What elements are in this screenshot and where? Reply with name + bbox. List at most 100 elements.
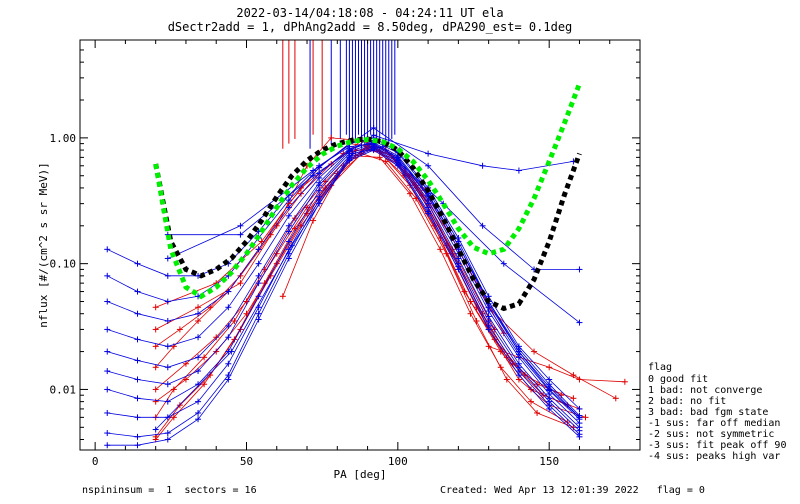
point-blue-14-6 — [285, 212, 292, 219]
y-tick-label-0: 0.01 — [50, 383, 77, 396]
point-blue-14-4 — [225, 304, 232, 311]
point-red-5-14 — [582, 414, 589, 421]
point-red-6-12 — [497, 364, 504, 371]
point-blue-16-0 — [104, 368, 111, 375]
legend-title: flag — [648, 362, 672, 373]
point-blue-14-15 — [546, 381, 553, 388]
point-blue-16-3 — [195, 368, 202, 375]
point-blue-23-3 — [349, 150, 356, 157]
point-red-0-12 — [503, 376, 510, 383]
legend-item-6: -3 sus: fit peak off 90 — [648, 440, 786, 451]
point-red-6-10 — [437, 246, 444, 253]
point-red-3-0 — [152, 364, 159, 371]
point-blue-20-2 — [164, 436, 171, 443]
x-axis: 0 50 100 150 — [92, 40, 611, 468]
series-blue-19 — [107, 148, 580, 438]
point-blue-15-4 — [225, 322, 232, 329]
point-red-2-1 — [182, 360, 189, 367]
point-blue-13-0 — [104, 298, 111, 305]
point-red-10-3 — [576, 376, 583, 383]
point-blue-15-1 — [134, 357, 141, 364]
point-blue-20-10 — [394, 162, 401, 169]
point-blue-13-4 — [225, 288, 232, 295]
series-red-7 — [155, 137, 496, 330]
point-blue-16-1 — [134, 376, 141, 383]
point-red-8-2 — [258, 238, 265, 245]
point-red-9-0 — [279, 293, 286, 300]
point-blue-19-3 — [195, 409, 202, 416]
legend-item-5: -2 sus: not symmetric — [648, 429, 774, 440]
point-red-4-1 — [176, 326, 183, 333]
point-red-8-0 — [152, 304, 159, 311]
point-red-9-8 — [531, 348, 538, 355]
point-blue-14-14 — [515, 345, 522, 352]
series-blue-18 — [107, 146, 580, 431]
point-blue-11-1 — [134, 260, 141, 267]
point-blue-17-1 — [134, 395, 141, 402]
series-red-0 — [155, 153, 574, 438]
point-blue-21-2 — [310, 172, 317, 179]
point-blue-13-1 — [134, 310, 141, 317]
series-blue-15 — [107, 143, 580, 420]
point-red-4-14 — [570, 395, 577, 402]
point-blue-16-5 — [255, 280, 262, 287]
point-blue-13-3 — [195, 310, 202, 317]
point-red-7-2 — [237, 280, 244, 287]
legend-item-3: 3 bad: bad fgm state — [648, 407, 768, 418]
point-red-1-3 — [231, 318, 238, 325]
point-blue-15-3 — [195, 354, 202, 361]
point-blue-17-12 — [455, 255, 462, 262]
point-blue-14-2 — [164, 343, 171, 350]
point-red-5-2 — [213, 348, 220, 355]
point-red-2-2 — [213, 334, 220, 341]
plot-frame — [79, 39, 641, 451]
point-blue-20-12 — [455, 266, 462, 273]
point-red-10-4 — [621, 378, 628, 385]
legend-item-7: -4 sus: peaks high var — [648, 451, 780, 462]
point-blue-18-0 — [104, 409, 111, 416]
point-blue-23-4 — [379, 143, 386, 150]
point-red-6-3 — [231, 336, 238, 343]
point-red-6-2 — [201, 381, 208, 388]
point-blue-14-5 — [255, 260, 262, 267]
point-blue-19-1 — [134, 433, 141, 440]
point-blue-15-2 — [164, 364, 171, 371]
point-blue-20-16 — [576, 433, 583, 440]
point-blue-15-0 — [104, 348, 111, 355]
point-blue-14-12 — [455, 238, 462, 245]
point-red-7-0 — [152, 326, 159, 333]
point-red-10-2 — [546, 364, 553, 371]
point-red-4-0 — [152, 343, 159, 350]
point-red-7-5 — [328, 134, 335, 141]
point-blue-20-0 — [104, 442, 111, 449]
point-blue-13-6 — [285, 204, 292, 211]
point-blue-21-6 — [515, 167, 522, 174]
x-tick-label-150: 150 — [539, 455, 559, 468]
point-blue-20-14 — [515, 372, 522, 379]
point-blue-23-0 — [152, 426, 159, 433]
point-blue-15-5 — [255, 272, 262, 279]
point-blue-12-16 — [576, 405, 583, 412]
legend-item-1: 1 bad: not converge — [648, 385, 762, 396]
x-axis-label: PA [deg] — [334, 468, 387, 481]
point-red-6-6 — [322, 184, 329, 191]
series-red-2 — [155, 144, 580, 410]
point-blue-18-1 — [134, 414, 141, 421]
point-blue-11-2 — [164, 272, 171, 279]
point-blue-21-4 — [425, 150, 432, 157]
point-blue-22-7 — [576, 266, 583, 273]
point-blue-23-7 — [576, 319, 583, 326]
plot-area — [104, 40, 628, 449]
point-red-0-13 — [534, 409, 541, 416]
point-blue-20-1 — [134, 442, 141, 449]
legend-item-0: 0 good fit — [648, 374, 708, 385]
point-blue-22-0 — [164, 255, 171, 262]
point-blue-16-7 — [316, 182, 323, 189]
point-blue-20-5 — [255, 316, 262, 323]
point-blue-23-1 — [228, 348, 235, 355]
fit-curve-green — [153, 82, 582, 300]
point-blue-22-1 — [237, 222, 244, 229]
point-blue-20-9 — [370, 147, 377, 154]
